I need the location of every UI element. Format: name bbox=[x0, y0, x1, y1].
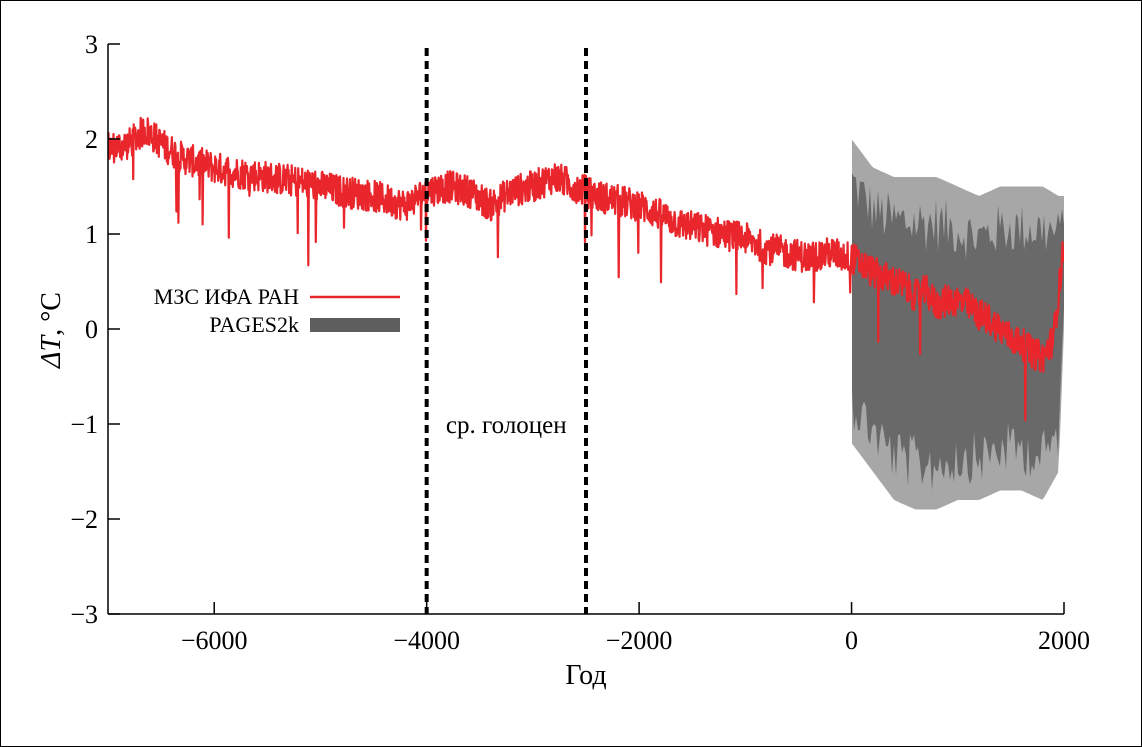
x-tick-label: 0 bbox=[845, 626, 858, 655]
x-axis-title: Год bbox=[565, 660, 606, 691]
x-tick-label: 2000 bbox=[1038, 626, 1090, 655]
y-tick-label: 2 bbox=[85, 125, 98, 154]
y-tick-label: −1 bbox=[70, 410, 98, 439]
legend-swatch-pages2k bbox=[310, 318, 400, 332]
y-tick-label: 3 bbox=[85, 30, 98, 59]
x-tick-label: −6000 bbox=[181, 626, 248, 655]
mzs-line-layer bbox=[108, 116, 1064, 422]
mzs-line bbox=[108, 116, 1064, 422]
legend-label-pages2k: PAGES2k bbox=[209, 312, 299, 337]
x-tick-label: −2000 bbox=[606, 626, 673, 655]
y-axis-title-unit: , °C bbox=[36, 292, 67, 336]
y-axis-title-symbol: ΔT bbox=[36, 334, 67, 369]
legend-label-mzs: МЗС ИФА РАН bbox=[154, 284, 299, 309]
ticks-layer: 3 2 1 0 −1 −2 −3 −6000 −4000 −2000 0 2000 bbox=[70, 30, 1090, 655]
holocene-vlines bbox=[424, 48, 588, 614]
pages2k-band-layer bbox=[852, 139, 1064, 510]
holocene-annotation: ср. голоцен bbox=[446, 412, 567, 439]
pages2k-band-core bbox=[852, 173, 1064, 491]
y-tick-label: −3 bbox=[70, 600, 98, 629]
legend: МЗС ИФА РАН PAGES2k bbox=[154, 284, 400, 337]
y-tick-label: 0 bbox=[85, 315, 98, 344]
x-tick-label: −4000 bbox=[393, 626, 460, 655]
y-tick-label: 1 bbox=[85, 220, 98, 249]
y-axis-title: ΔT, °C bbox=[36, 292, 67, 369]
y-tick-label: −2 bbox=[70, 505, 98, 534]
